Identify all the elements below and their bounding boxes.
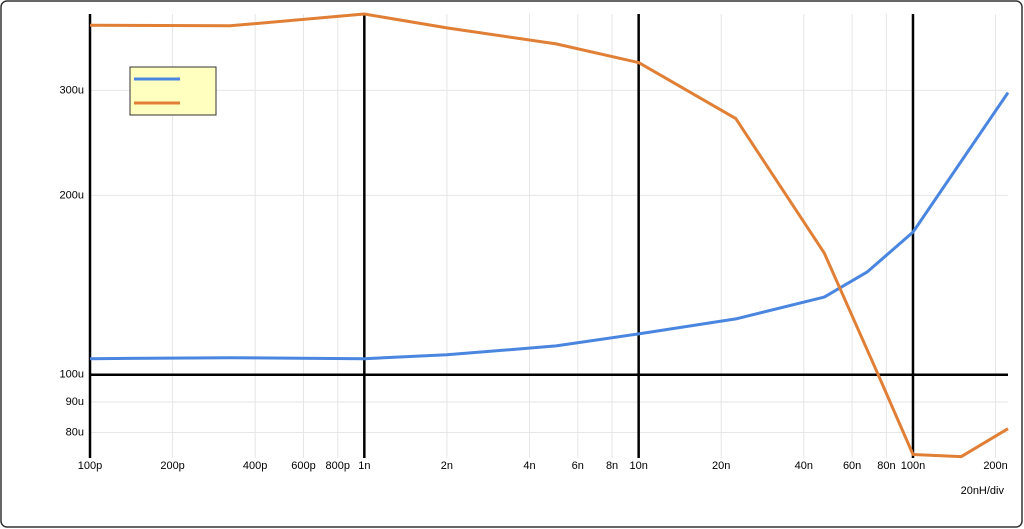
x-tick-label: 8n	[606, 460, 618, 472]
y-tick-label: 90u	[66, 396, 84, 408]
x-tick-label: 80n	[877, 460, 895, 472]
series-line	[89, 91, 1010, 361]
x-tick-label: 200p	[160, 460, 184, 472]
x-tick-label: 600p	[291, 460, 315, 472]
x-tick-label: 800p	[326, 460, 350, 472]
y-tick-label: 200u	[60, 189, 84, 201]
x-tick-label: 20n	[712, 460, 730, 472]
annotation: 20nH/div	[961, 485, 1005, 497]
x-tick-label: 100n	[901, 460, 925, 472]
x-tick-label: 40n	[795, 460, 813, 472]
y-tick-label: 300u	[60, 84, 84, 96]
x-tick-label: 400p	[243, 460, 267, 472]
x-tick-label: 4n	[523, 460, 535, 472]
x-tick-label: 200n	[983, 460, 1007, 472]
legend-box	[129, 66, 217, 116]
x-tick-label: 100p	[78, 460, 102, 472]
x-tick-label: 1n	[358, 460, 370, 472]
x-tick-label: 10n	[629, 460, 647, 472]
series-line	[89, 12, 1009, 459]
x-tick-label: 6n	[572, 460, 584, 472]
y-tick-label: 80u	[66, 426, 84, 438]
x-tick-label: 60n	[843, 460, 861, 472]
y-tick-label: 100u	[60, 369, 84, 381]
x-tick-label: 2n	[441, 460, 453, 472]
